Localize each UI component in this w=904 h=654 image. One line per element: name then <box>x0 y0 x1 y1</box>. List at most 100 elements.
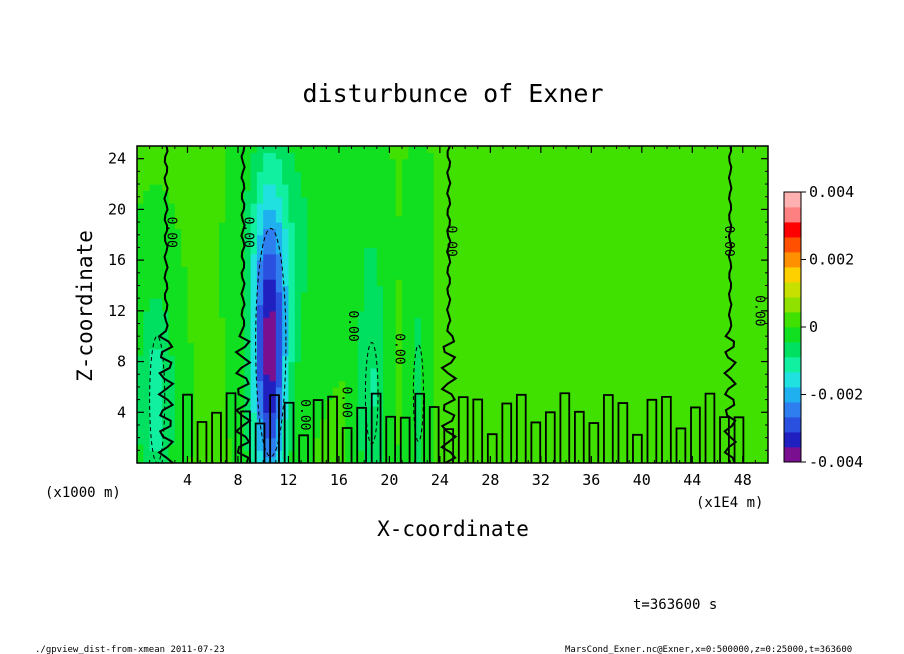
heat-cell <box>648 450 656 458</box>
heat-cell <box>143 228 151 236</box>
heat-cell <box>490 247 498 255</box>
heat-cell <box>155 272 163 280</box>
heat-cell <box>231 158 239 166</box>
heat-cell <box>667 342 674 350</box>
heat-cell <box>761 165 768 172</box>
heat-cell <box>755 361 763 369</box>
heat-cell <box>585 317 592 325</box>
heat-cell <box>540 146 548 153</box>
heat-cell <box>181 386 189 394</box>
heat-cell <box>704 443 712 451</box>
heat-cell <box>679 228 687 236</box>
heat-cell <box>269 380 277 388</box>
heat-cell <box>357 355 365 363</box>
heat-cell <box>761 336 768 344</box>
heat-cell <box>357 361 365 369</box>
heat-cell <box>420 241 428 249</box>
heat-cell <box>484 171 491 179</box>
heat-cell <box>395 298 403 306</box>
heat-cell <box>660 380 668 388</box>
heat-cell <box>528 152 536 160</box>
heat-cell <box>408 146 416 153</box>
heat-cell <box>730 367 738 375</box>
heat-cell <box>301 228 308 236</box>
heat-cell <box>168 190 176 198</box>
heat-cell <box>155 317 163 325</box>
heat-cell <box>692 336 700 344</box>
heat-cell <box>187 323 195 331</box>
heat-cell <box>723 437 731 445</box>
heat-cell <box>433 399 441 407</box>
heat-cell <box>137 298 144 306</box>
heat-cell <box>629 203 637 210</box>
heat-cell <box>338 215 346 223</box>
heat-cell <box>534 196 542 204</box>
heat-cell <box>742 323 750 331</box>
heat-cell <box>515 298 523 306</box>
heat-cell <box>496 298 504 306</box>
heat-cell <box>679 374 687 382</box>
heat-cell <box>149 374 157 382</box>
heat-cell <box>376 291 384 299</box>
heat-cell <box>433 279 441 287</box>
heat-cell <box>301 209 308 217</box>
heat-cell <box>345 228 353 236</box>
heat-cell <box>219 184 226 191</box>
heat-cell <box>414 424 422 432</box>
heat-cell <box>610 405 618 413</box>
heat-cell <box>521 266 529 274</box>
heat-cell <box>502 386 510 394</box>
heat-cell <box>225 450 233 458</box>
heat-cell <box>610 317 618 325</box>
heat-cell <box>256 190 264 198</box>
heat-cell <box>231 329 239 337</box>
heat-cell <box>193 272 201 280</box>
heat-cell <box>660 184 668 191</box>
heat-cell <box>730 291 738 299</box>
heat-cell <box>578 412 586 420</box>
heat-cell <box>717 241 725 249</box>
heat-cell <box>364 443 372 451</box>
heat-cell <box>566 152 573 160</box>
heat-cell <box>269 361 277 369</box>
heat-cell <box>711 310 719 318</box>
heat-cell <box>540 184 548 191</box>
heat-cell <box>263 203 271 210</box>
heat-cell <box>143 456 151 463</box>
heat-cell <box>237 304 245 312</box>
heat-cell <box>225 158 233 166</box>
heat-cell <box>162 165 170 172</box>
heat-cell <box>591 177 599 185</box>
heat-cell <box>219 456 226 463</box>
heat-cell <box>704 437 712 445</box>
heat-cell <box>761 228 768 236</box>
heat-cell <box>149 177 157 185</box>
heat-cell <box>389 443 397 451</box>
heat-cell <box>502 203 510 210</box>
heat-cell <box>534 336 542 344</box>
heat-cell <box>547 323 555 331</box>
heat-cell <box>572 399 580 407</box>
heat-cell <box>231 177 239 185</box>
heat-cell <box>446 323 454 331</box>
heat-cell <box>244 171 252 179</box>
heat-cell <box>528 146 536 153</box>
heat-cell <box>654 266 662 274</box>
heat-cell <box>370 323 378 331</box>
heat-cell <box>244 177 252 185</box>
heat-cell <box>742 260 750 268</box>
heat-cell <box>654 374 662 382</box>
heat-cell <box>389 329 397 337</box>
heat-cell <box>256 317 264 325</box>
heat-cell <box>351 317 359 325</box>
heat-cell <box>174 355 182 363</box>
heat-cell <box>553 177 561 185</box>
heat-cell <box>603 291 611 299</box>
heat-cell <box>313 241 321 249</box>
heat-cell <box>219 386 226 394</box>
heat-cell <box>351 374 359 382</box>
heat-cell <box>534 253 542 261</box>
heat-cell <box>439 393 447 401</box>
heat-cell <box>616 196 624 204</box>
heat-cell <box>711 304 719 312</box>
